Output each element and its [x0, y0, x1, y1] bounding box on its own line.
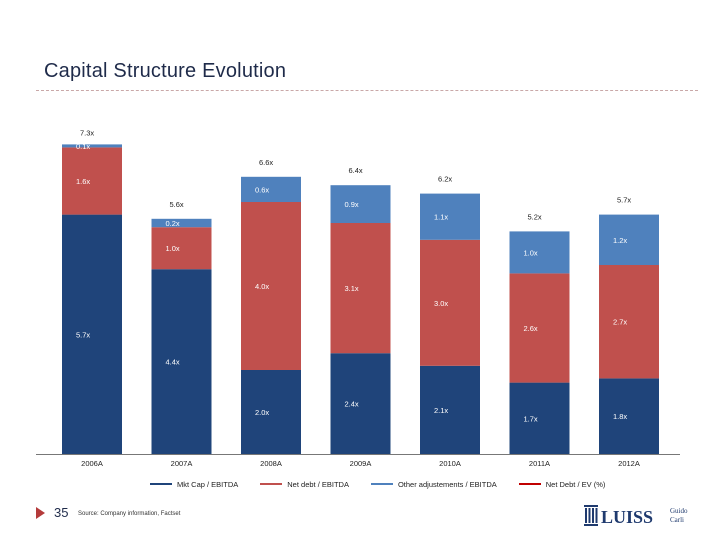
- legend-label-mkt-cap: Mkt Cap / EBITDA: [177, 479, 239, 489]
- bar-segment-mkt-cap: [509, 382, 570, 454]
- total-label: 5.7x: [617, 196, 631, 205]
- data-label-net-debt: 1.6x: [76, 177, 90, 186]
- bar-segment-other-adj: [241, 176, 301, 202]
- legend-label-net-debt-ev: Net Debt / EV (%): [545, 479, 606, 489]
- x-tick-label: 2007A: [171, 459, 193, 468]
- legend-swatch-mkt-cap: [150, 483, 172, 485]
- data-label-other-adj: 0.2x: [166, 219, 180, 228]
- bar-segment-net-debt: [599, 265, 659, 379]
- data-label-mkt-cap: 2.1x: [434, 406, 448, 415]
- page-number: 35: [54, 505, 69, 520]
- legend-swatch-net-debt: [260, 483, 283, 485]
- x-tick-label: 2010A: [439, 459, 461, 468]
- bar-segment-other-adj: [151, 218, 212, 228]
- data-label-mkt-cap: 1.8x: [613, 412, 627, 421]
- data-label-net-debt: 2.7x: [613, 318, 627, 327]
- x-tick-label: 2008A: [260, 459, 282, 468]
- bar-segment-net-debt: [62, 147, 122, 215]
- legend-label-net-debt: Net debt / EBITDA: [287, 479, 349, 489]
- title-divider: [36, 90, 698, 91]
- source-note: Source: Company information, Factset: [78, 511, 181, 517]
- data-label-mkt-cap: 5.7x: [76, 330, 90, 339]
- bar-segment-mkt-cap: [241, 370, 301, 454]
- data-label-mkt-cap: 2.0x: [255, 408, 269, 417]
- logo-emblem-icon: [584, 505, 598, 526]
- data-label-other-adj: 0.9x: [345, 200, 359, 209]
- bar-segment-net-debt: [241, 202, 301, 370]
- data-label-net-debt: 2.6x: [524, 324, 538, 333]
- page-title: Capital Structure Evolution: [44, 60, 287, 82]
- total-label: 5.6x: [170, 200, 184, 209]
- x-tick-label: 2006A: [81, 459, 103, 468]
- data-label-other-adj: 1.1x: [434, 213, 448, 222]
- bar-segment-net-debt: [151, 227, 212, 270]
- luiss-logo: LUISS Guido Carli: [584, 505, 688, 527]
- bar-segment-other-adj: [330, 185, 391, 223]
- bar-segment-mkt-cap: [62, 214, 122, 454]
- total-label: 7.3x: [80, 128, 94, 137]
- x-tick-label: 2011A: [529, 459, 550, 468]
- legend-swatch-other-adj: [370, 483, 393, 485]
- x-tick-label: 2009A: [350, 459, 372, 468]
- logo-subtext-1: Guido: [670, 507, 688, 515]
- total-label: 6.6x: [259, 158, 273, 167]
- legend-label-other-adj: Other adjustements / EBITDA: [397, 479, 497, 489]
- bar-segment-mkt-cap: [151, 269, 212, 454]
- x-tick-label: 2012A: [618, 459, 640, 468]
- bar-segment-mkt-cap: [330, 353, 391, 454]
- data-label-mkt-cap: 1.7x: [524, 414, 538, 423]
- bar-segment-net-debt: [509, 273, 570, 383]
- logo-wordmark: LUISS: [601, 507, 653, 527]
- logo-subtext-2: Carli: [670, 516, 684, 524]
- legend-item-mkt-cap: Mkt Cap / EBITDA: [150, 480, 238, 489]
- bar-segment-other-adj: [599, 214, 659, 265]
- data-label-other-adj: 1.2x: [613, 236, 627, 245]
- data-label-net-debt: 3.0x: [434, 299, 448, 308]
- data-label-net-debt: 1.0x: [166, 244, 180, 253]
- bar-segment-mkt-cap: [599, 378, 659, 454]
- data-label-net-debt: 3.1x: [345, 284, 359, 293]
- legend-item-net-debt-ev: Net Debt / EV (%): [518, 479, 606, 489]
- legend-swatch-net-debt-ev: [518, 483, 541, 485]
- footer-bullet-icon: [36, 507, 45, 519]
- total-label: 6.2x: [438, 175, 452, 184]
- total-label: 5.2x: [528, 212, 542, 221]
- chart-legend: Mkt Cap / EBITDA Net debt / EBITDA Other…: [150, 478, 627, 490]
- bar-segment-net-debt: [330, 223, 391, 354]
- data-label-mkt-cap: 2.4x: [345, 400, 359, 409]
- bar-segment-other-adj: [509, 231, 570, 274]
- data-label-other-adj: 1.0x: [524, 248, 538, 257]
- legend-item-net-debt: Net debt / EBITDA: [260, 480, 349, 489]
- data-label-other-adj: 0.6x: [255, 185, 269, 194]
- bar-segment-other-adj: [420, 193, 480, 240]
- total-label: 6.4x: [349, 166, 363, 175]
- data-label-other-adj: 0.1x: [76, 142, 90, 151]
- bar-segment-net-debt: [420, 239, 480, 366]
- bar-segment-mkt-cap: [420, 365, 480, 454]
- bar-segment-other-adj: [62, 144, 122, 148]
- data-label-net-debt: 4.0x: [255, 282, 269, 291]
- legend-item-other-adj: Other adjustements / EBITDA: [370, 479, 497, 489]
- data-label-mkt-cap: 4.4x: [166, 358, 180, 367]
